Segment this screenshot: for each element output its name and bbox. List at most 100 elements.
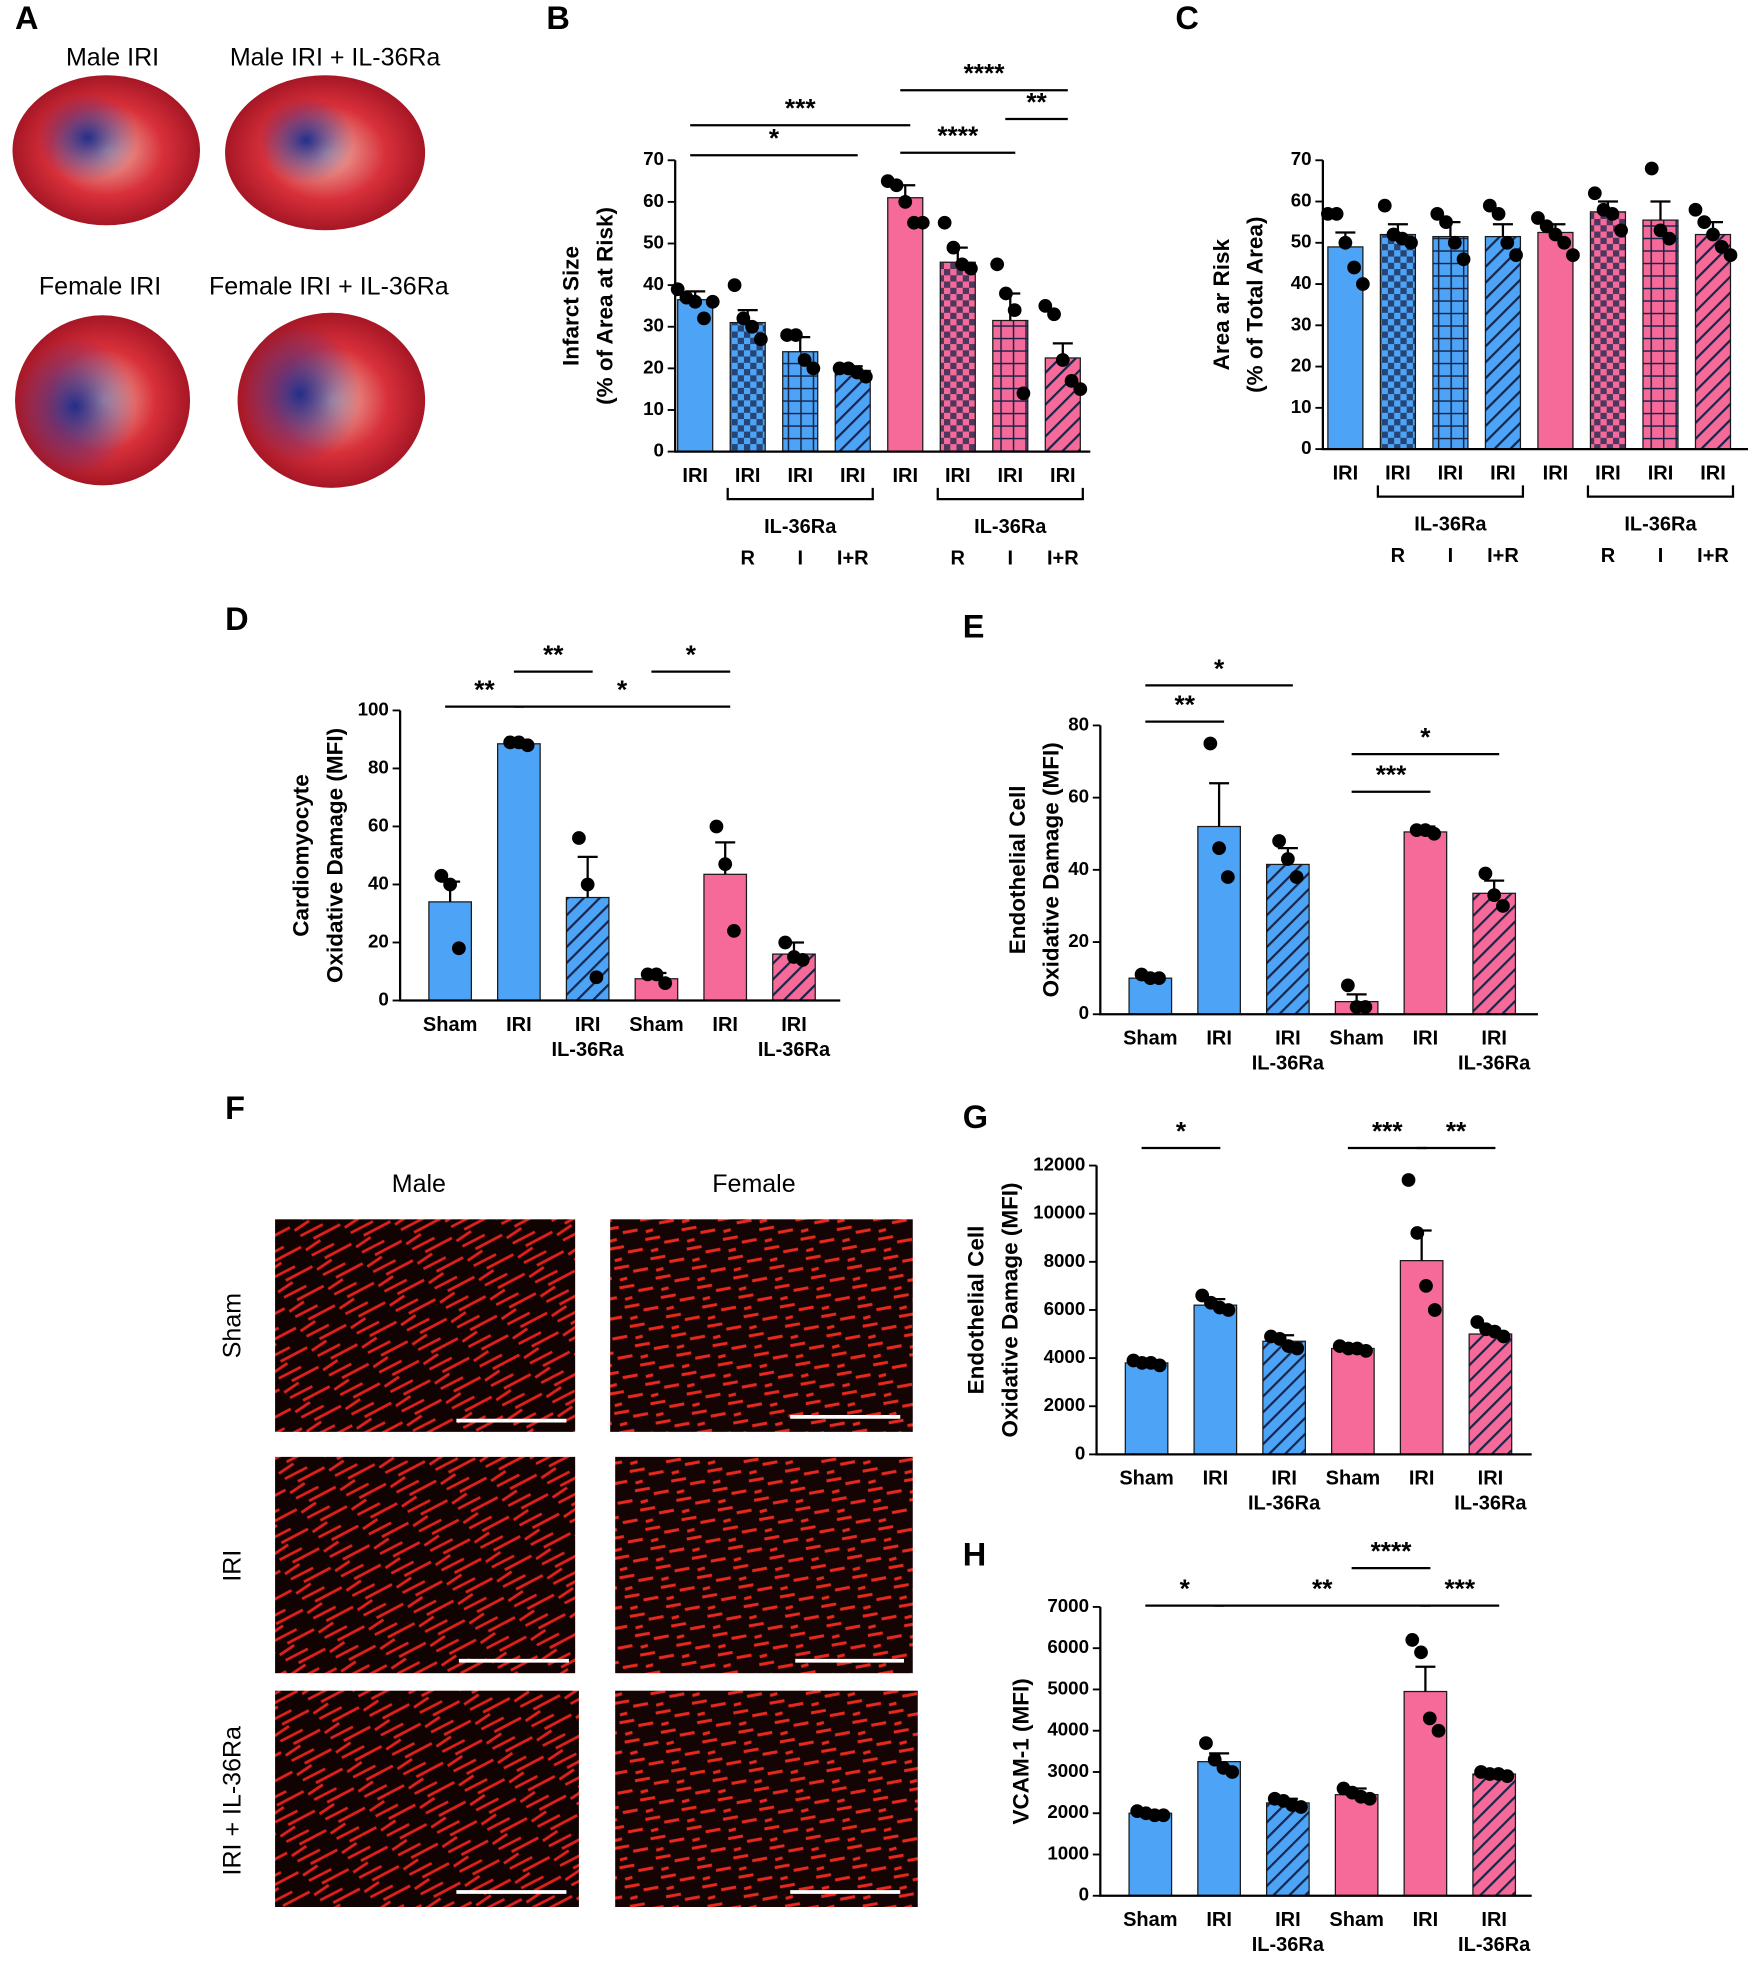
data-point [1427, 1303, 1442, 1317]
x-tick-label: IRI [892, 465, 918, 487]
data-point [580, 877, 595, 892]
axes [1095, 1165, 1532, 1456]
significance-label: ** [1174, 690, 1195, 720]
y-tick-label: 80 [1068, 713, 1089, 734]
y-tick-label: 40 [643, 273, 664, 294]
x-tick-label: IRI [1385, 462, 1411, 484]
significance-label: * [1180, 1574, 1191, 1604]
data-point [1447, 235, 1462, 250]
bar [1128, 1812, 1173, 1897]
y-axis-label: Infarct Size [559, 246, 584, 366]
data-point [1338, 235, 1353, 250]
significance-label: * [769, 123, 780, 153]
x-sublabel: IL-36Ra [758, 1039, 831, 1061]
y-tick-label: 20 [1068, 930, 1089, 951]
x-sublabel: I [1658, 545, 1664, 567]
bar [887, 197, 924, 453]
data-point [999, 286, 1013, 301]
bar [1399, 1260, 1444, 1456]
x-sublabel: IL-36Ra [1252, 1934, 1325, 1956]
x-tick-label: Sham [423, 1014, 477, 1036]
data-point [1439, 215, 1453, 230]
x-tick-label: IRI [1543, 462, 1569, 484]
y-tick-label: 0 [378, 988, 388, 1009]
significance-label: **** [937, 121, 979, 151]
data-point [1358, 1000, 1373, 1014]
y-tick-label: 0 [1079, 1002, 1089, 1023]
x-tick-label: Sham [1123, 1028, 1177, 1050]
data-point [1557, 235, 1572, 250]
data-point [520, 738, 535, 753]
data-point [434, 868, 449, 883]
y-tick-label: 50 [643, 231, 664, 252]
row-label: IRI + IL-36Ra [218, 1726, 246, 1875]
data-point [1662, 231, 1677, 246]
data-point [1016, 386, 1031, 401]
y-tick-label: 20 [1291, 355, 1312, 376]
data-point [889, 178, 904, 193]
data-point [937, 215, 952, 230]
significance-label: * [617, 675, 628, 705]
panel-letter: G [963, 1099, 988, 1135]
data-point [1531, 211, 1545, 225]
data-point [915, 215, 930, 230]
data-point [688, 294, 703, 309]
group-label: IL-36Ra [1624, 514, 1697, 536]
data-point [795, 953, 810, 967]
data-point [1500, 1769, 1515, 1783]
data-point [1220, 870, 1235, 884]
heart-stain [15, 337, 136, 476]
y-axis-label: (% of Area at Risk) [592, 207, 617, 405]
y-tick-label: 2000 [1044, 1394, 1086, 1415]
panel-letter: C [1175, 0, 1198, 36]
data-point [964, 261, 978, 276]
x-tick-label: IRI [1481, 1909, 1507, 1931]
x-sublabel: R [1601, 545, 1616, 567]
heart-stain [258, 97, 354, 183]
x-sublabel: IL-36Ra [1454, 1493, 1527, 1515]
significance-label: ** [1312, 1574, 1333, 1604]
data-point [1152, 971, 1166, 986]
image-label: Male IRI [66, 44, 159, 72]
significance-label: *** [785, 93, 816, 123]
data-point [797, 353, 812, 367]
x-tick-label: Sham [1119, 1468, 1173, 1490]
x-sublabel: R [1391, 545, 1406, 567]
y-tick-label: 0 [654, 440, 664, 461]
data-point [727, 924, 741, 938]
bar [1468, 1333, 1513, 1456]
x-tick-label: IRI [1481, 1028, 1507, 1050]
group-bracket [1376, 485, 1525, 498]
bar [497, 743, 541, 1002]
x-tick-label: IRI [840, 465, 866, 487]
y-axis-label: Endothelial Cell [1005, 785, 1030, 954]
bar [1197, 1761, 1241, 1897]
data-point [1482, 198, 1497, 213]
x-tick-label: IRI [735, 465, 761, 487]
x-sublabel: IL-36Ra [1252, 1053, 1325, 1075]
data-point [736, 311, 751, 326]
image-label: Female IRI [39, 272, 161, 300]
chart-panel: H VCAM-1 (MFI) 0 1000 2000 3000 4000 5000 6000 70… [963, 1536, 1532, 1956]
y-tick-label: 0 [1079, 1884, 1089, 1905]
bar [703, 873, 748, 1002]
y-tick-label: 10 [1291, 396, 1312, 417]
significance-label: *** [1444, 1574, 1475, 1604]
column-label: Female [712, 1170, 795, 1198]
data-point [990, 257, 1005, 272]
x-sublabel: I+R [1697, 545, 1729, 567]
y-tick-label: 40 [1291, 272, 1312, 293]
data-point [1653, 223, 1668, 238]
x-tick-label: IRI [1478, 1468, 1504, 1490]
column-label: Male [392, 1170, 446, 1198]
group-label: IL-36Ra [764, 516, 837, 538]
bar [1379, 233, 1417, 450]
group-label: IL-36Ra [974, 516, 1047, 538]
significance-label: ** [1446, 1116, 1467, 1146]
significance-label: *** [1376, 760, 1407, 790]
bar [565, 896, 610, 1002]
y-tick-label: 6000 [1047, 1636, 1089, 1657]
data-point [649, 967, 664, 982]
significance-label: ** [474, 675, 495, 705]
x-sublabel: I [1448, 545, 1454, 567]
